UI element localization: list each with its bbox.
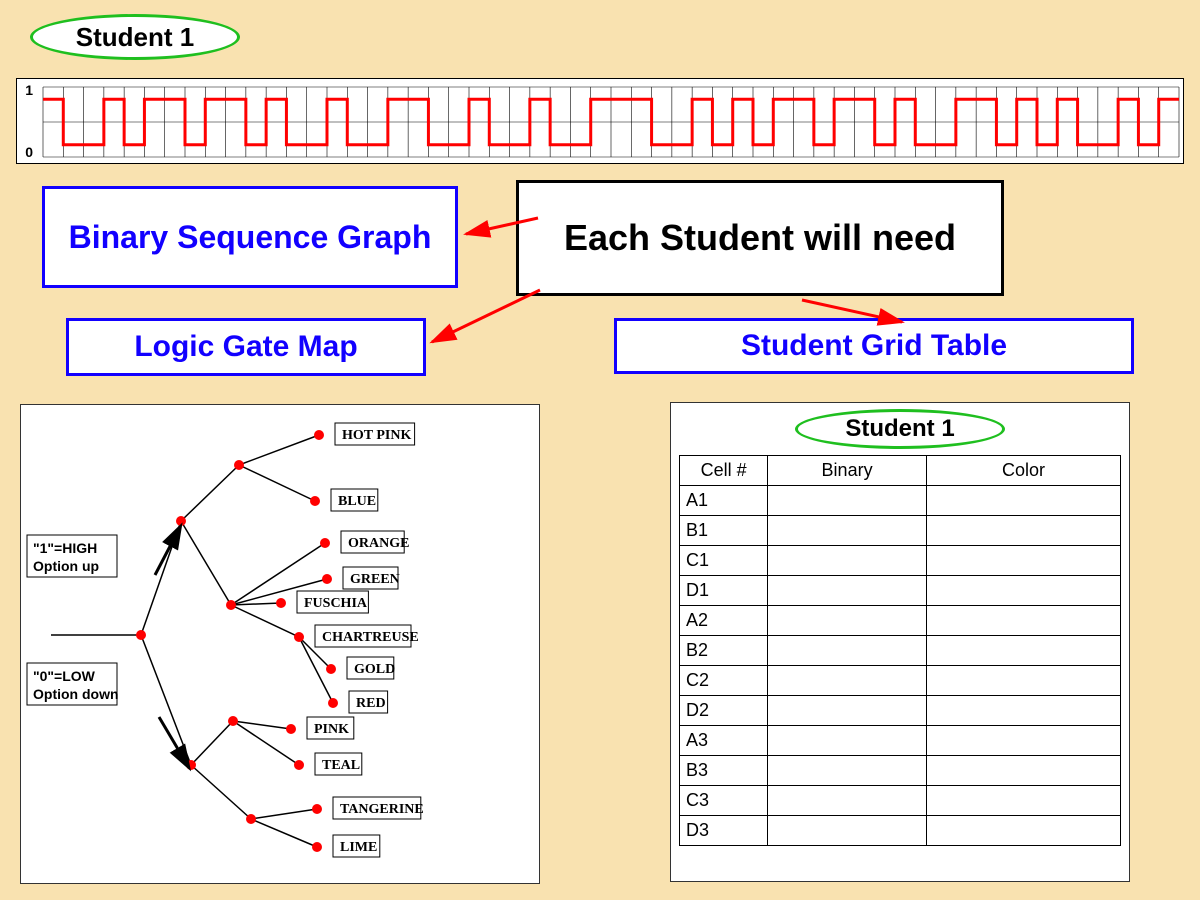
- table-cell: D1: [680, 576, 768, 606]
- table-cell: [926, 546, 1120, 576]
- svg-text:BLUE: BLUE: [338, 494, 376, 509]
- table-cell: A1: [680, 486, 768, 516]
- svg-text:HOT PINK: HOT PINK: [342, 428, 411, 443]
- svg-text:RED: RED: [356, 696, 386, 711]
- table-cell: C3: [680, 786, 768, 816]
- table-row: C1: [680, 546, 1121, 576]
- table-cell: A2: [680, 606, 768, 636]
- table-row: B1: [680, 516, 1121, 546]
- column-header: Binary: [768, 456, 927, 486]
- table-cell: [926, 486, 1120, 516]
- table-cell: [768, 606, 927, 636]
- table-cell: B3: [680, 756, 768, 786]
- svg-text:"1"=HIGH: "1"=HIGH: [33, 540, 97, 556]
- center-box-label: Each Student will need: [564, 217, 956, 258]
- svg-text:CHARTREUSE: CHARTREUSE: [322, 630, 419, 645]
- svg-text:Option down: Option down: [33, 686, 119, 702]
- table-cell: [926, 606, 1120, 636]
- center-box: Each Student will need: [516, 180, 1004, 296]
- table-row: A3: [680, 726, 1121, 756]
- table-cell: [768, 756, 927, 786]
- table-row: D1: [680, 576, 1121, 606]
- binary-sequence-box: Binary Sequence Graph: [42, 186, 458, 288]
- svg-text:"0"=LOW: "0"=LOW: [33, 668, 96, 684]
- table-row: D2: [680, 696, 1121, 726]
- svg-text:GREEN: GREEN: [350, 572, 400, 587]
- table-cell: [926, 636, 1120, 666]
- table-cell: [926, 756, 1120, 786]
- table-cell: [926, 576, 1120, 606]
- table-cell: [768, 486, 927, 516]
- table-cell: [926, 516, 1120, 546]
- logic-gate-box: Logic Gate Map: [66, 318, 426, 376]
- table-student-label: Student 1: [795, 409, 1005, 449]
- svg-text:TEAL: TEAL: [322, 758, 360, 773]
- table-cell: [926, 696, 1120, 726]
- svg-text:PINK: PINK: [314, 722, 349, 737]
- table-cell: [926, 726, 1120, 756]
- table-cell: C1: [680, 546, 768, 576]
- svg-text:ORANGE: ORANGE: [348, 536, 409, 551]
- table-cell: [768, 786, 927, 816]
- table-cell: B1: [680, 516, 768, 546]
- logic-gate-tree: HOT PINK BLUE ORANGE GREEN FUSCHIA CHARTREUSE…: [20, 404, 540, 884]
- table-cell: [768, 726, 927, 756]
- table-cell: A3: [680, 726, 768, 756]
- svg-text:0: 0: [25, 144, 33, 160]
- svg-text:FUSCHIA: FUSCHIA: [304, 596, 368, 611]
- table-cell: B2: [680, 636, 768, 666]
- svg-text:1: 1: [25, 82, 33, 98]
- table-row: A1: [680, 486, 1121, 516]
- table-cell: [926, 816, 1120, 846]
- student-grid-table: Cell #BinaryColor A1B1C1D1A2B2C2D2A3B3C3D…: [679, 455, 1121, 846]
- table-cell: [768, 576, 927, 606]
- table-cell: [926, 786, 1120, 816]
- table-row: C2: [680, 666, 1121, 696]
- svg-text:LIME: LIME: [340, 840, 377, 855]
- table-cell: [768, 666, 927, 696]
- table-cell: [768, 816, 927, 846]
- table-row: D3: [680, 816, 1121, 846]
- table-row: B3: [680, 756, 1121, 786]
- table-cell: [768, 636, 927, 666]
- svg-text:TANGERINE: TANGERINE: [340, 802, 424, 817]
- table-row: A2: [680, 606, 1121, 636]
- table-cell: D2: [680, 696, 768, 726]
- student-grid-table-panel: Student 1 Cell #BinaryColorA1B1C1D1A2B2C…: [670, 402, 1130, 882]
- binary-waveform: 10: [16, 78, 1184, 164]
- table-cell: [768, 696, 927, 726]
- student-label-top: Student 1: [30, 14, 240, 60]
- column-header: Color: [926, 456, 1120, 486]
- table-cell: C2: [680, 666, 768, 696]
- svg-text:Option up: Option up: [33, 558, 99, 574]
- table-cell: D3: [680, 816, 768, 846]
- column-header: Cell #: [680, 456, 768, 486]
- table-cell: [768, 516, 927, 546]
- binary-sequence-label: Binary Sequence Graph: [69, 219, 432, 256]
- student-grid-box: Student Grid Table: [614, 318, 1134, 374]
- logic-gate-label: Logic Gate Map: [134, 330, 357, 365]
- table-cell: [768, 546, 927, 576]
- svg-text:GOLD: GOLD: [354, 662, 395, 677]
- table-cell: [926, 666, 1120, 696]
- table-row: B2: [680, 636, 1121, 666]
- student-grid-label: Student Grid Table: [741, 329, 1007, 364]
- table-row: C3: [680, 786, 1121, 816]
